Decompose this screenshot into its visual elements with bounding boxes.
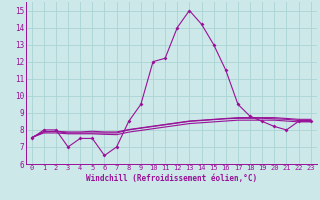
X-axis label: Windchill (Refroidissement éolien,°C): Windchill (Refroidissement éolien,°C) <box>86 174 257 183</box>
